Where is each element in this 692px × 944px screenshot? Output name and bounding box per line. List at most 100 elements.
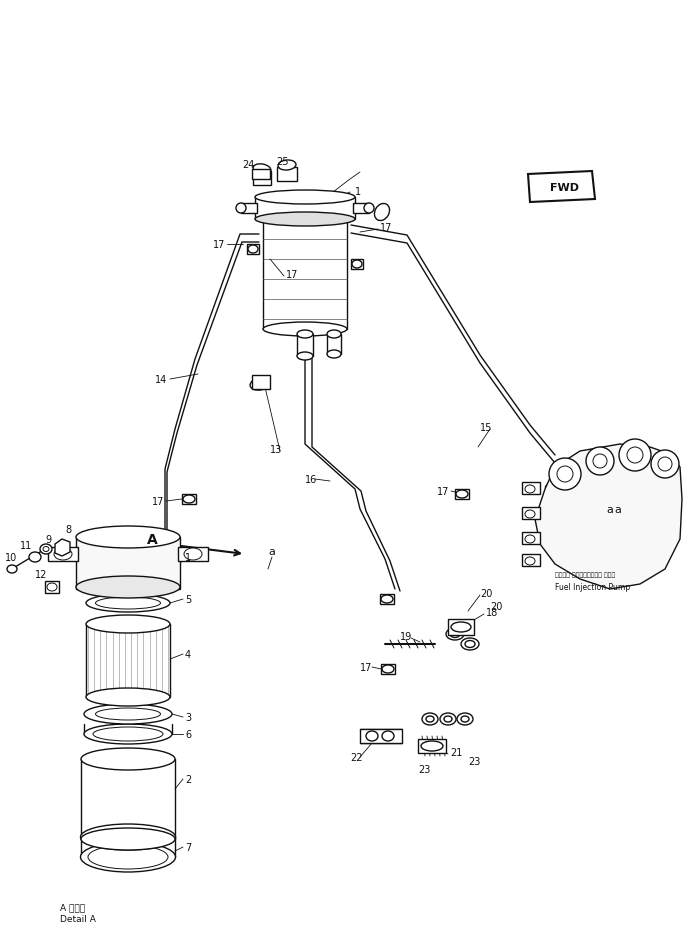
Ellipse shape: [422, 714, 438, 725]
Text: 13: 13: [270, 445, 282, 454]
Text: a: a: [607, 504, 613, 514]
Ellipse shape: [80, 824, 176, 851]
Text: 17: 17: [380, 223, 392, 233]
Text: 5: 5: [185, 595, 191, 604]
Text: 17: 17: [360, 663, 372, 672]
Ellipse shape: [248, 245, 258, 254]
Bar: [381, 665, 395, 674]
Ellipse shape: [461, 716, 469, 722]
Ellipse shape: [255, 191, 355, 205]
Ellipse shape: [43, 547, 49, 552]
Ellipse shape: [456, 491, 468, 498]
Ellipse shape: [440, 714, 456, 725]
Ellipse shape: [86, 615, 170, 633]
Ellipse shape: [47, 583, 57, 591]
Text: 17: 17: [213, 240, 226, 250]
Bar: [277, 168, 297, 182]
Ellipse shape: [525, 511, 535, 518]
Circle shape: [549, 459, 581, 491]
Ellipse shape: [86, 688, 170, 706]
Ellipse shape: [81, 828, 175, 851]
Ellipse shape: [250, 379, 270, 391]
Text: 17: 17: [152, 497, 165, 507]
Text: 16: 16: [305, 475, 317, 484]
Ellipse shape: [450, 631, 460, 638]
Text: 8: 8: [65, 525, 71, 534]
Bar: [522, 508, 540, 519]
Bar: [45, 582, 59, 594]
Circle shape: [651, 450, 679, 479]
Ellipse shape: [80, 842, 176, 872]
Ellipse shape: [421, 741, 443, 751]
Bar: [327, 334, 341, 355]
Text: 23: 23: [468, 756, 480, 767]
Bar: [418, 739, 446, 753]
Text: 10: 10: [5, 552, 17, 563]
Ellipse shape: [382, 732, 394, 741]
Bar: [182, 495, 196, 504]
Ellipse shape: [426, 716, 434, 722]
Text: 17: 17: [437, 486, 449, 497]
Polygon shape: [528, 172, 595, 203]
Bar: [522, 554, 540, 566]
Ellipse shape: [84, 724, 172, 744]
Bar: [255, 198, 355, 220]
Bar: [253, 172, 271, 186]
Text: Fuel Injection Pump: Fuel Injection Pump: [555, 582, 630, 591]
Text: 23: 23: [418, 765, 430, 774]
Circle shape: [557, 466, 573, 482]
Bar: [380, 595, 394, 604]
Ellipse shape: [327, 330, 341, 339]
Ellipse shape: [374, 204, 390, 221]
Text: a: a: [268, 547, 275, 556]
Bar: [353, 204, 369, 213]
Text: A 詳細図: A 詳細図: [60, 902, 85, 912]
Ellipse shape: [95, 708, 161, 720]
Ellipse shape: [297, 353, 313, 361]
Text: 19: 19: [400, 632, 412, 641]
Text: 15: 15: [480, 423, 493, 432]
Text: 14: 14: [155, 375, 167, 384]
Bar: [252, 170, 270, 179]
Text: 3: 3: [185, 712, 191, 722]
Ellipse shape: [525, 535, 535, 544]
Ellipse shape: [29, 552, 41, 563]
Polygon shape: [55, 539, 70, 556]
Text: 20: 20: [490, 601, 502, 612]
Ellipse shape: [297, 330, 313, 339]
Text: 6: 6: [185, 729, 191, 739]
Ellipse shape: [382, 666, 394, 673]
Ellipse shape: [446, 629, 464, 640]
Ellipse shape: [76, 527, 180, 548]
Bar: [178, 548, 208, 562]
Bar: [448, 619, 474, 635]
Text: 20: 20: [480, 588, 493, 598]
Ellipse shape: [461, 638, 479, 650]
Ellipse shape: [263, 323, 347, 337]
Polygon shape: [535, 445, 682, 589]
Text: 24: 24: [242, 160, 255, 170]
Bar: [522, 532, 540, 545]
Text: フェエル インジェクション ポンプ: フェエル インジェクション ポンプ: [555, 572, 615, 577]
Ellipse shape: [278, 160, 296, 171]
Text: 9: 9: [45, 534, 51, 545]
Text: Detail A: Detail A: [60, 915, 96, 923]
Bar: [48, 548, 78, 562]
Text: a: a: [614, 504, 621, 514]
Text: 7: 7: [185, 842, 191, 852]
Text: 1: 1: [355, 187, 361, 196]
Ellipse shape: [451, 622, 471, 632]
Text: 4: 4: [185, 649, 191, 659]
Ellipse shape: [54, 548, 72, 561]
Circle shape: [658, 458, 672, 471]
Ellipse shape: [84, 704, 172, 724]
Text: 11: 11: [20, 540, 33, 550]
Ellipse shape: [364, 204, 374, 213]
Circle shape: [593, 454, 607, 468]
Bar: [297, 334, 313, 357]
Text: 22: 22: [350, 752, 363, 762]
Ellipse shape: [525, 557, 535, 565]
Ellipse shape: [457, 714, 473, 725]
Text: 12: 12: [35, 569, 47, 580]
Circle shape: [619, 440, 651, 471]
